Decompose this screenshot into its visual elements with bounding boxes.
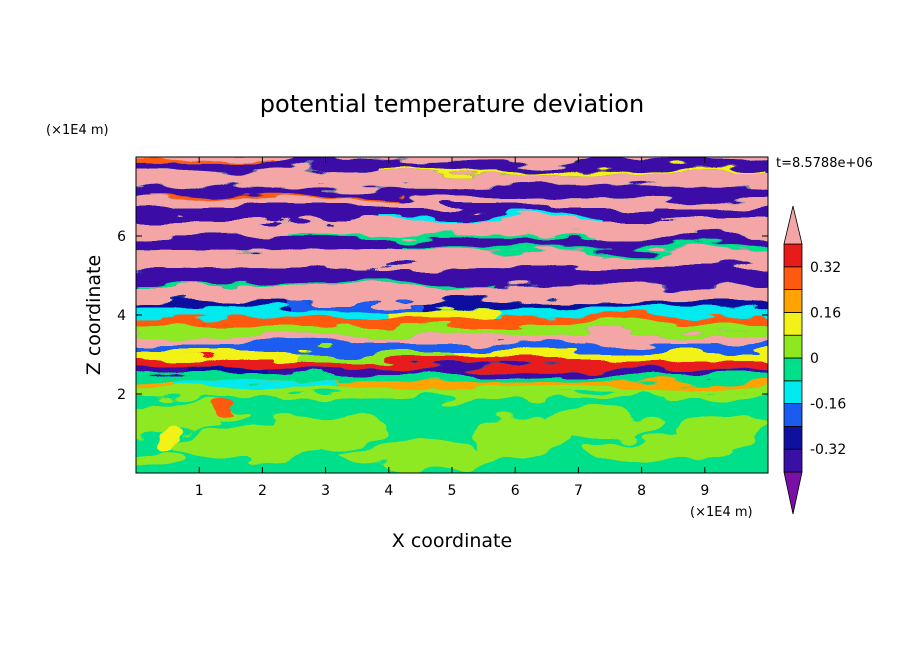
x-axis: 1 2 3 4 5 6 7 8 9 [195, 157, 709, 499]
x-unit-label: (×1E4 m) [690, 505, 753, 520]
colorbar-label: -0.32 [810, 442, 846, 458]
colorbar-label: 0 [810, 351, 819, 367]
x-tick-label: 9 [700, 483, 709, 499]
colorbar: -0.32 -0.16 0 0.16 0.32 [783, 205, 846, 515]
colorbar-segment [783, 334, 803, 359]
x-tick-label: 2 [258, 483, 267, 499]
colorbar-segment [783, 380, 803, 404]
colorbar-segment [783, 448, 803, 473]
colorbar-label: 0.32 [810, 260, 841, 276]
colorbar-extend-high [783, 205, 803, 245]
x-tick-label: 8 [637, 483, 646, 499]
colorbar-label: 0.16 [810, 305, 841, 321]
x-tick-label: 7 [574, 483, 583, 499]
colorbar-segment [783, 289, 803, 313]
x-tick-label: 1 [195, 483, 204, 499]
y-tick-label: 6 [117, 229, 126, 245]
y-unit-label: (×1E4 m) [46, 123, 109, 138]
x-axis-label: X coordinate [392, 530, 512, 552]
y-axis: 2 4 6 [117, 229, 768, 403]
colorbar-segment [783, 311, 803, 336]
plot-area [136, 157, 768, 473]
colorbar-segment [783, 243, 803, 268]
chart-title: potential temperature deviation [260, 90, 644, 118]
x-tick-label: 5 [448, 483, 457, 499]
y-tick-label: 2 [117, 387, 126, 403]
time-label: t=8.5788e+06 [776, 156, 873, 171]
colorbar-extend-low [783, 471, 803, 515]
colorbar-segment [783, 403, 803, 427]
colorbar-segment [783, 357, 803, 382]
y-tick-label: 4 [117, 308, 126, 324]
x-tick-label: 6 [511, 483, 520, 499]
x-tick-label: 3 [321, 483, 330, 499]
x-tick-label: 4 [384, 483, 393, 499]
y-axis-label: Z coordinate [83, 255, 105, 375]
colorbar-segment [783, 266, 803, 290]
colorbar-label: -0.16 [810, 397, 846, 413]
colorbar-segment [783, 425, 803, 450]
